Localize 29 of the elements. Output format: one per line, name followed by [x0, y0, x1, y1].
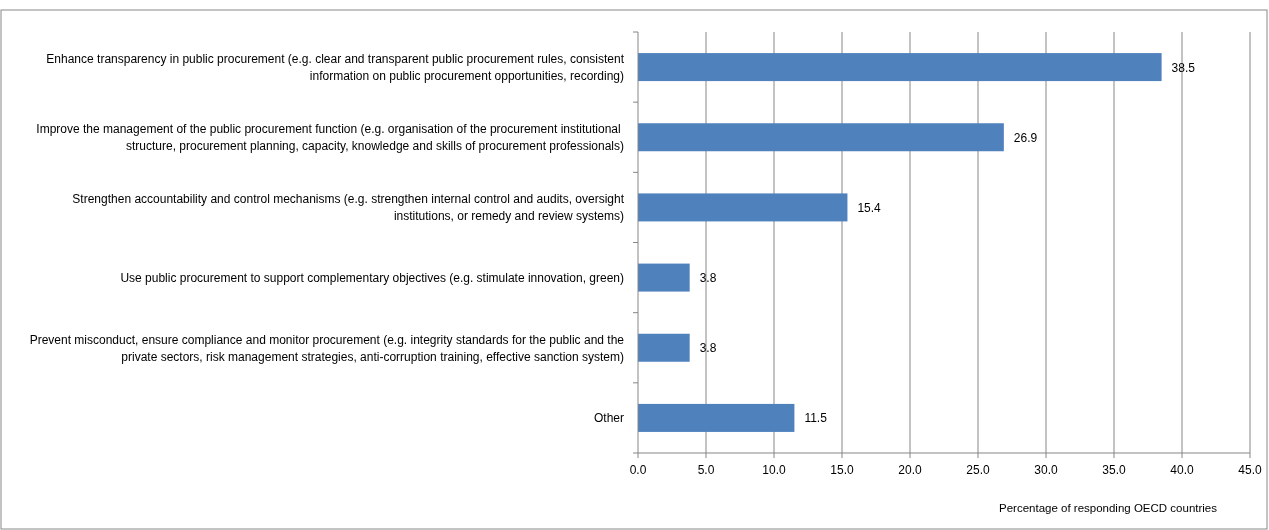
data-label: 26.9: [1013, 130, 1038, 145]
x-axis-title: Percentage of responding OECD countries: [999, 502, 1218, 514]
data-label: 3.8: [699, 271, 717, 286]
x-tick-label: 20.0: [898, 463, 922, 477]
x-tick-label: 40.0: [1170, 463, 1194, 477]
x-tick-label: 15.0: [830, 463, 854, 477]
x-tick-label: 30.0: [1034, 463, 1058, 477]
y-tick-label: Prevent misconduct, ensure compliance and monitor procurement (e.g. integrity standards for the public and the private sectors, risk management strategies, anti-corruption training, effective sanction system): [29, 332, 625, 364]
bar: [638, 123, 1004, 152]
bar: [638, 333, 690, 362]
bar: [638, 193, 848, 222]
x-tick-label: 25.0: [966, 463, 990, 477]
x-tick-label: 45.0: [1238, 463, 1262, 477]
x-tick-label: 0.0: [629, 463, 647, 477]
data-label: 38.5: [1171, 60, 1196, 75]
x-tick-label: 5.0: [697, 463, 715, 477]
y-tick-label: Use public procurement to support complementary objectives (e.g. stimulate innovation, green): [120, 271, 624, 286]
data-label: 11.5: [804, 411, 828, 426]
y-tick-label: Enhance transparency in public procurement (e.g. clear and transparent public procurement rules, consistent information on public procurement opportunities, recording): [46, 52, 625, 84]
y-tick-label: Improve the management of the public procurement function (e.g. organisation of the procurement institutional structure, procurement planning, capacity, knowledge and skills of procurement professionals): [36, 122, 624, 154]
data-label: 3.8: [699, 341, 717, 356]
x-tick-label: 10.0: [762, 463, 786, 477]
bar: [638, 263, 690, 292]
bar: [638, 403, 795, 432]
bar: [638, 53, 1162, 82]
x-tick-label: 35.0: [1102, 463, 1126, 477]
y-tick-label: Other: [593, 411, 624, 426]
data-label: 15.4: [857, 200, 882, 215]
y-tick-label: Strengthen accountability and control mechanisms (e.g. strengthen internal control and audits, oversight institutions, or remedy and review systems): [72, 192, 625, 224]
